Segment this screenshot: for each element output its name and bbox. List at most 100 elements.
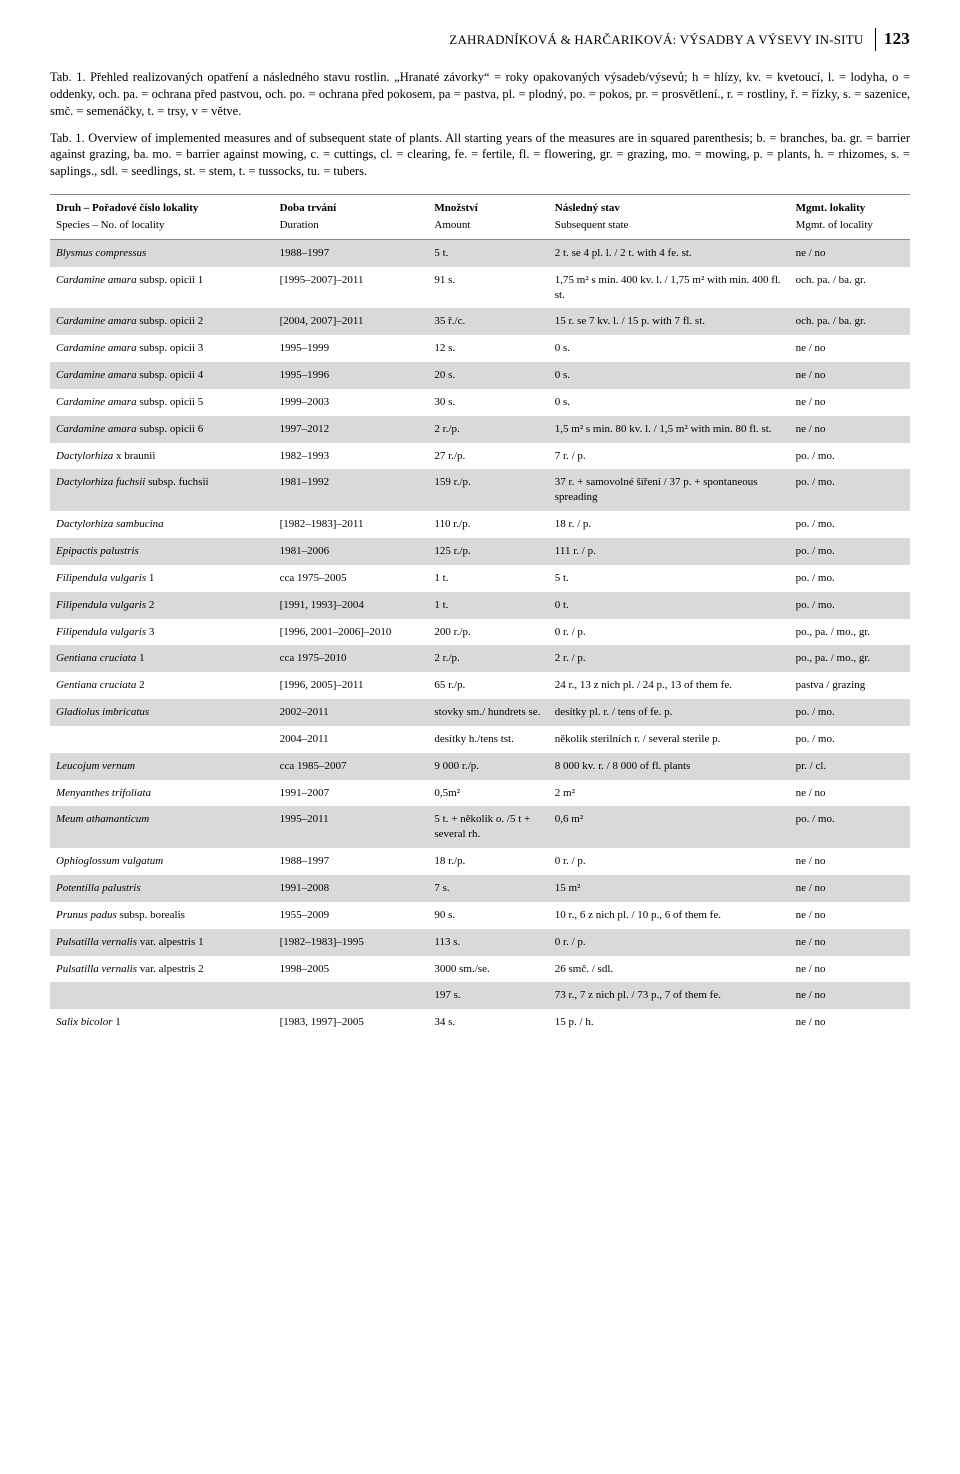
table-row: Gladiolus imbricatus2002–2011stovky sm./… — [50, 699, 910, 726]
cell-amount: 113 s. — [428, 929, 548, 956]
cell-species: Cardamine amara subsp. opicii 5 — [50, 389, 274, 416]
cell-species: Filipendula vulgaris 2 — [50, 592, 274, 619]
cell-duration: [1982–1983]–2011 — [274, 511, 429, 538]
cell-mgmt: po. / mo. — [790, 469, 910, 511]
table-row: 2004–2011desítky h./tens tst.několik ste… — [50, 726, 910, 753]
table-row: Meum athamanticum1995–20115 t. + několik… — [50, 806, 910, 848]
cell-mgmt: ne / no — [790, 239, 910, 266]
table-row: Cardamine amara subsp. opicii 51999–2003… — [50, 389, 910, 416]
cell-species: Cardamine amara subsp. opicii 6 — [50, 416, 274, 443]
cell-state: 1,75 m² s min. 400 kv. l. / 1,75 m² with… — [549, 267, 790, 309]
cell-species: Prunus padus subsp. borealis — [50, 902, 274, 929]
cell-amount: 90 s. — [428, 902, 548, 929]
page-number: 123 — [875, 28, 910, 51]
cell-amount: stovky sm./ hundrets se. — [428, 699, 548, 726]
cell-state: 2 m² — [549, 780, 790, 807]
cell-species: Meum athamanticum — [50, 806, 274, 848]
cell-mgmt: po. / mo. — [790, 806, 910, 848]
cell-mgmt: po. / mo. — [790, 592, 910, 619]
cell-species: Salix bicolor 1 — [50, 1009, 274, 1036]
cell-duration: [2004, 2007]–2011 — [274, 308, 429, 335]
table-row: Blysmus compressus1988–19975 t.2 t. se 4… — [50, 239, 910, 266]
table-header-row-cz: Druh – Pořadové číslo lokality Doba trvá… — [50, 195, 910, 218]
cell-species — [50, 726, 274, 753]
cell-state: 0 s. — [549, 389, 790, 416]
cell-species: Cardamine amara subsp. opicii 4 — [50, 362, 274, 389]
cell-amount: 5 t. + několik o. /5 t + several rh. — [428, 806, 548, 848]
cell-mgmt: och. pa. / ba. gr. — [790, 308, 910, 335]
table-row: Pulsatilla vernalis var. alpestris 1[198… — [50, 929, 910, 956]
cell-state: 0,6 m² — [549, 806, 790, 848]
cell-duration: [1996, 2001–2006]–2010 — [274, 619, 429, 646]
cell-species — [50, 982, 274, 1009]
cell-mgmt: po. / mo. — [790, 511, 910, 538]
cell-mgmt: po. / mo. — [790, 726, 910, 753]
cell-duration: 1991–2007 — [274, 780, 429, 807]
cell-species: Cardamine amara subsp. opicii 2 — [50, 308, 274, 335]
cell-duration: [1996, 2005]–2011 — [274, 672, 429, 699]
table-row: Menyanthes trifoliata1991–20070,5m²2 m²n… — [50, 780, 910, 807]
cell-amount: 0,5m² — [428, 780, 548, 807]
cell-amount: 2 r./p. — [428, 645, 548, 672]
cell-state: několik sterilních r. / several sterile … — [549, 726, 790, 753]
cell-duration: 1998–2005 — [274, 956, 429, 983]
cell-species: Gentiana cruciata 2 — [50, 672, 274, 699]
table-row: Salix bicolor 1[1983, 1997]–200534 s.15 … — [50, 1009, 910, 1036]
measures-table: Druh – Pořadové číslo lokality Doba trvá… — [50, 194, 910, 1036]
cell-state: 18 r. / p. — [549, 511, 790, 538]
cell-duration: 1982–1993 — [274, 443, 429, 470]
cell-amount: 27 r./p. — [428, 443, 548, 470]
cell-duration: 1955–2009 — [274, 902, 429, 929]
cell-state: 8 000 kv. r. / 8 000 of fl. plants — [549, 753, 790, 780]
cell-species: Ophioglossum vulgatum — [50, 848, 274, 875]
table-caption-cz: Tab. 1. Přehled realizovaných opatření a… — [50, 69, 910, 120]
cell-species: Gladiolus imbricatus — [50, 699, 274, 726]
cell-state: 0 r. / p. — [549, 929, 790, 956]
cell-state: 26 smč. / sdl. — [549, 956, 790, 983]
cell-amount: 1 t. — [428, 565, 548, 592]
table-row: Cardamine amara subsp. opicii 61997–2012… — [50, 416, 910, 443]
cell-state: 15 r. se 7 kv. l. / 15 p. with 7 fl. st. — [549, 308, 790, 335]
cell-duration: 1995–2011 — [274, 806, 429, 848]
cell-species: Gentiana cruciata 1 — [50, 645, 274, 672]
cell-state: 10 r., 6 z nich pl. / 10 p., 6 of them f… — [549, 902, 790, 929]
cell-duration: [1983, 1997]–2005 — [274, 1009, 429, 1036]
cell-state: 15 m² — [549, 875, 790, 902]
cell-amount: 12 s. — [428, 335, 548, 362]
table-row: 197 s.73 r., 7 z nich pl. / 73 p., 7 of … — [50, 982, 910, 1009]
cell-species: Cardamine amara subsp. opicii 1 — [50, 267, 274, 309]
cell-amount: 35 ř./c. — [428, 308, 548, 335]
cell-mgmt: ne / no — [790, 362, 910, 389]
cell-species: Dactylorhiza sambucina — [50, 511, 274, 538]
table-row: Filipendula vulgaris 3[1996, 2001–2006]–… — [50, 619, 910, 646]
cell-amount: 110 r./p. — [428, 511, 548, 538]
table-row: Dactylorhiza sambucina[1982–1983]–201111… — [50, 511, 910, 538]
cell-duration: 1991–2008 — [274, 875, 429, 902]
cell-mgmt: po. / mo. — [790, 538, 910, 565]
cell-mgmt: ne / no — [790, 780, 910, 807]
col-state-en: Subsequent state — [549, 218, 790, 239]
cell-state: 7 r. / p. — [549, 443, 790, 470]
cell-mgmt: po. / mo. — [790, 565, 910, 592]
col-state-cz: Následný stav — [549, 195, 790, 218]
table-row: Dactylorhiza x braunii1982–199327 r./p.7… — [50, 443, 910, 470]
cell-state: 24 r., 13 z nich pl. / 24 p., 13 of them… — [549, 672, 790, 699]
cell-amount: 2 r./p. — [428, 416, 548, 443]
table-row: Filipendula vulgaris 2[1991, 1993]–20041… — [50, 592, 910, 619]
cell-duration: 1981–1992 — [274, 469, 429, 511]
cell-species: Menyanthes trifoliata — [50, 780, 274, 807]
cell-state: 0 s. — [549, 362, 790, 389]
cell-duration: cca 1975–2005 — [274, 565, 429, 592]
table-row: Pulsatilla vernalis var. alpestris 21998… — [50, 956, 910, 983]
cell-amount: 5 t. — [428, 239, 548, 266]
cell-mgmt: pastva / grazing — [790, 672, 910, 699]
cell-species: Filipendula vulgaris 3 — [50, 619, 274, 646]
cell-amount: desítky h./tens tst. — [428, 726, 548, 753]
cell-amount: 200 r./p. — [428, 619, 548, 646]
cell-amount: 1 t. — [428, 592, 548, 619]
cell-mgmt: po., pa. / mo., gr. — [790, 619, 910, 646]
cell-state: 15 p. / h. — [549, 1009, 790, 1036]
table-row: Potentilla palustris1991–20087 s.15 m²ne… — [50, 875, 910, 902]
cell-species: Pulsatilla vernalis var. alpestris 1 — [50, 929, 274, 956]
cell-amount: 18 r./p. — [428, 848, 548, 875]
